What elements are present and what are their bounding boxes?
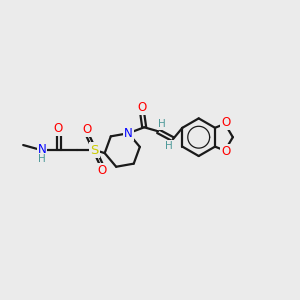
Text: H: H [38,154,46,164]
Text: S: S [90,143,99,157]
Text: H: H [158,119,166,129]
Text: O: O [53,122,62,135]
Text: O: O [221,145,230,158]
Text: N: N [38,142,46,155]
Text: O: O [221,116,230,129]
Text: O: O [138,101,147,114]
Text: O: O [82,123,91,136]
Text: O: O [98,164,107,177]
Text: N: N [124,127,133,140]
Text: H: H [165,141,173,151]
